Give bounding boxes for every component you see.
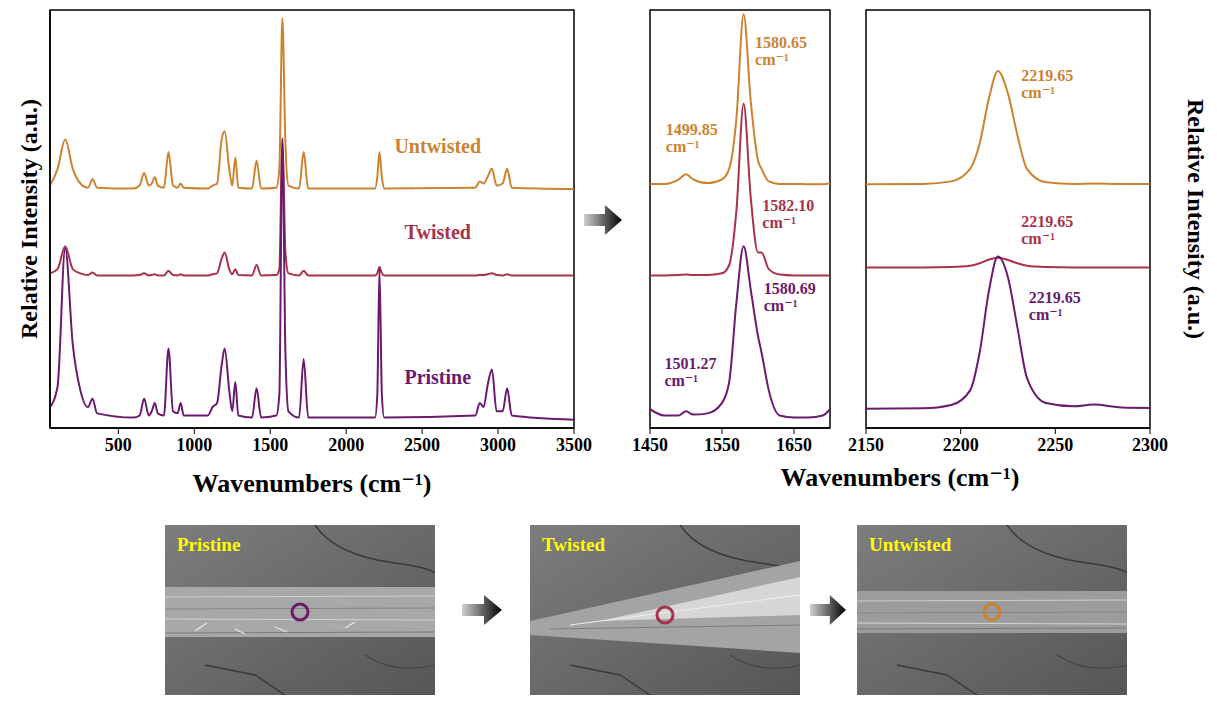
svg-text:2500: 2500	[404, 435, 440, 455]
svg-text:500: 500	[105, 435, 132, 455]
svg-text:1582.10cm⁻¹: 1582.10cm⁻¹	[762, 197, 814, 231]
svg-text:2200: 2200	[943, 435, 979, 455]
svg-text:1500: 1500	[252, 435, 288, 455]
svg-text:1499.85cm⁻¹: 1499.85cm⁻¹	[666, 121, 718, 155]
svg-text:Wavenumbers (cm⁻¹): Wavenumbers (cm⁻¹)	[193, 469, 432, 498]
svg-text:2219.65cm⁻¹: 2219.65cm⁻¹	[1021, 67, 1073, 101]
svg-text:1580.69cm⁻¹: 1580.69cm⁻¹	[764, 280, 816, 314]
svg-text:2000: 2000	[328, 435, 364, 455]
svg-text:Untwisted: Untwisted	[394, 135, 481, 157]
svg-text:Relative Intensity (a.u.): Relative Intensity (a.u.)	[16, 99, 42, 339]
svg-text:2219.65cm⁻¹: 2219.65cm⁻¹	[1021, 213, 1073, 247]
svg-text:2150: 2150	[848, 435, 884, 455]
svg-text:1550: 1550	[704, 435, 740, 455]
svg-text:Untwisted: Untwisted	[869, 534, 952, 555]
svg-text:1450: 1450	[632, 435, 668, 455]
svg-text:Pristine: Pristine	[404, 366, 471, 388]
svg-text:3500: 3500	[556, 435, 592, 455]
svg-text:1580.65cm⁻¹: 1580.65cm⁻¹	[755, 34, 807, 68]
svg-text:1650: 1650	[776, 435, 812, 455]
svg-text:Twisted: Twisted	[542, 534, 605, 555]
svg-text:2250: 2250	[1037, 435, 1073, 455]
svg-text:1501.27cm⁻¹: 1501.27cm⁻¹	[664, 355, 716, 389]
svg-text:Twisted: Twisted	[405, 221, 471, 243]
html-text:Wavenumbers (cm⁻¹): Wavenumbers (cm⁻¹)	[780, 463, 1020, 492]
html-text:Relative Intensity (a.u.): Relative Intensity (a.u.)	[1182, 99, 1209, 339]
svg-text:2300: 2300	[1132, 435, 1168, 455]
svg-text:3000: 3000	[480, 435, 516, 455]
svg-text:1000: 1000	[176, 435, 212, 455]
svg-text:2219.65cm⁻¹: 2219.65cm⁻¹	[1029, 289, 1081, 323]
svg-text:Pristine: Pristine	[177, 534, 240, 555]
